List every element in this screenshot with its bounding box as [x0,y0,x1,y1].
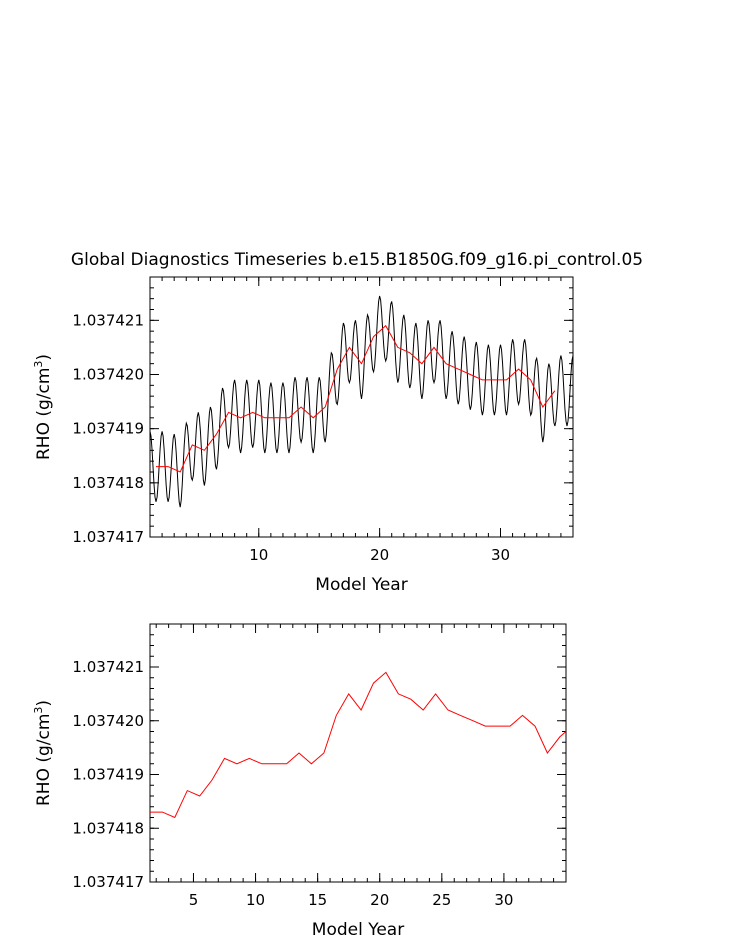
x-tick-label: 15 [308,891,327,909]
y-axis-label-superscript: 3 [32,361,45,368]
y-axis-label: RHO (g/cm3) [32,700,54,806]
y-axis-label-main: RHO (g/cm [34,714,54,806]
y-axis-label-tail: ) [34,354,54,361]
bottom-panel-annual-mean: 5 10 15 20 25 30 1.037417 1.037418 1.037419 1.037… [32,623,567,940]
y-tick-label: 1.037420 [72,366,144,384]
y-axis-label-tail: ) [34,700,54,707]
x-tick-label: 30 [494,891,513,909]
y-tick-label: 1.037419 [72,766,144,784]
y-axis-label: RHO (g/cm3) [32,354,54,460]
x-tick-label: 10 [249,546,268,564]
x-tick-label: 30 [491,546,510,564]
y-tick-label: 1.037418 [72,474,144,492]
x-tick-label: 5 [189,891,199,909]
y-tick-label: 1.037418 [72,819,144,837]
y-tick-label: 1.037421 [72,658,144,676]
x-tick-label: 20 [370,546,389,564]
y-tick-label: 1.037417 [72,873,144,891]
y-axis-label-superscript: 3 [32,707,45,714]
x-axis-label: Model Year [312,920,404,940]
x-tick-label: 25 [432,891,451,909]
plot-frame [149,276,574,538]
annual-mean-series-line [156,324,556,473]
y-tick-label: 1.037417 [72,528,144,546]
x-tick-label: 10 [246,891,265,909]
annual-mean-series-line [150,671,566,819]
y-axis-label-main: RHO (g/cm [34,368,54,460]
top-panel-monthly-and-annual: 10 20 30 1.037417 1.037418 1.037419 1.037420 1.… [32,276,574,595]
y-tick-label: 1.037421 [72,311,144,329]
x-axis-label: Model Year [315,575,407,595]
monthly-series-line [150,295,573,508]
y-tick-label: 1.037419 [72,420,144,438]
x-tick-label: 20 [370,891,389,909]
y-tick-label: 1.037420 [72,712,144,730]
chart-title: Global Diagnostics Timeseries b.e15.B185… [71,250,643,270]
plot-frame [149,623,567,883]
